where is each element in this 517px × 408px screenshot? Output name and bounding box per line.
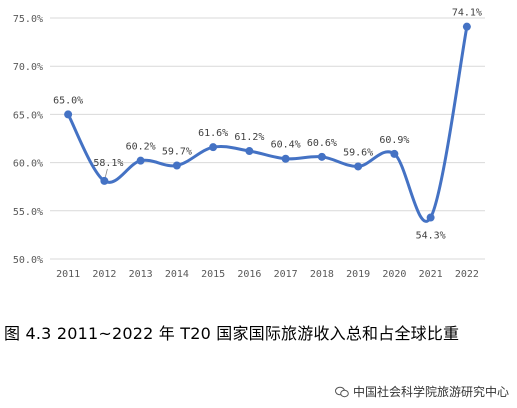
leader-line: [104, 168, 108, 178]
y-tick-label: 60.0%: [13, 159, 43, 170]
data-point: [390, 149, 399, 158]
watermark-text: 中国社会科学院旅游研究中心: [352, 385, 509, 399]
data-label: 59.7%: [162, 146, 192, 157]
data-point: [281, 154, 290, 163]
series-line: [66, 26, 469, 223]
y-tick-label: 70.0%: [13, 62, 43, 73]
y-tick-label: 65.0%: [13, 110, 43, 121]
data-label: 60.2%: [126, 142, 156, 153]
x-tick-label: 2016: [237, 269, 261, 280]
data-point: [64, 110, 73, 119]
data-point: [136, 156, 145, 165]
data-label: 61.6%: [198, 128, 228, 139]
data-label: 74.1%: [452, 8, 482, 19]
x-tick-label: 2018: [310, 269, 334, 280]
watermark: 中国社会科学院旅游研究中心: [334, 383, 509, 400]
y-tick-label: 75.0%: [13, 14, 43, 25]
data-label: 60.4%: [271, 140, 301, 151]
x-tick-label: 2019: [346, 269, 370, 280]
data-label: 61.2%: [234, 132, 264, 143]
data-point: [354, 162, 363, 171]
data-point: [462, 22, 471, 31]
data-point: [209, 143, 218, 152]
data-point: [172, 161, 181, 170]
x-tick-label: 2017: [274, 269, 298, 280]
x-tick-label: 2021: [419, 269, 443, 280]
data-point: [245, 147, 254, 156]
data-label: 59.6%: [343, 147, 373, 158]
data-point: [426, 213, 435, 222]
x-tick-label: 2015: [201, 269, 225, 280]
figure-caption: 图 4.3 2011~2022 年 T20 国家国际旅游收入总和占全球比重: [4, 324, 460, 343]
x-tick-label: 2013: [129, 269, 153, 280]
data-label: 54.3%: [416, 231, 446, 242]
x-tick-label: 2011: [56, 269, 80, 280]
data-label: 60.6%: [307, 138, 337, 149]
data-label: 60.9%: [379, 135, 409, 146]
y-tick-label: 55.0%: [13, 207, 43, 218]
data-label: 65.0%: [53, 95, 83, 106]
data-point: [317, 152, 326, 161]
x-tick-label: 2020: [382, 269, 406, 280]
data-point: [100, 176, 109, 185]
wechat-icon: [334, 386, 349, 397]
y-tick-label: 50.0%: [13, 255, 43, 266]
data-label: 58.1%: [93, 158, 123, 169]
x-tick-label: 2014: [165, 269, 189, 280]
x-tick-label: 2012: [92, 269, 116, 280]
line-chart: 50.0% 55.0% 60.0% 65.0% 70.0% 75.0% 2011 2012 20…: [13, 8, 485, 280]
x-tick-label: 2022: [455, 269, 479, 280]
